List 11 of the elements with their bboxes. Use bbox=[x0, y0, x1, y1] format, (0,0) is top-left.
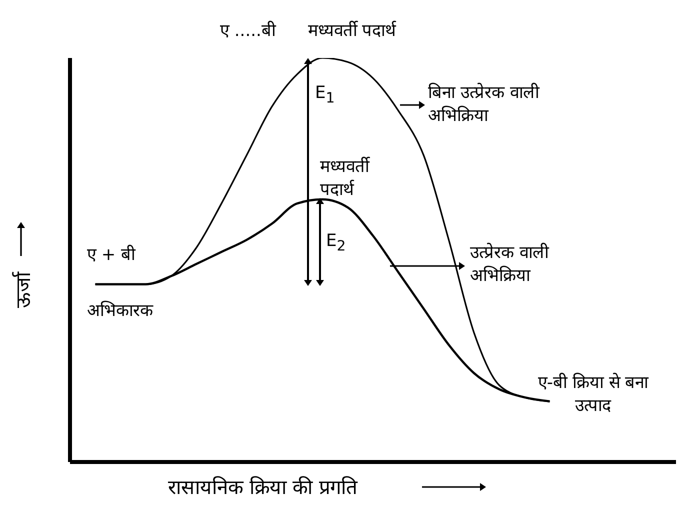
x-axis-title: रासायनिक क्रिया की प्रगति bbox=[168, 474, 358, 501]
y-axis-title: ऊर्जा bbox=[10, 272, 36, 308]
annotation: ए-बी क्रिया से बना उत्पाद bbox=[536, 372, 650, 418]
annotation: अभिकारक bbox=[87, 300, 154, 323]
annotation: E$_{1}$ bbox=[315, 82, 345, 109]
text: ए .....बी मध्यवर्ती पदार्थ bbox=[220, 20, 398, 43]
annotation: मध्यवर्ती पदार्थ bbox=[320, 156, 371, 202]
annotation: ए + बी bbox=[87, 244, 137, 267]
annotation: बिना उत्प्रेरक वाली अभिक्रिया bbox=[428, 82, 541, 128]
annotation: उत्प्रेरक वाली अभिक्रिया bbox=[470, 242, 550, 288]
annotation: E$_{2}$ bbox=[326, 230, 347, 256]
